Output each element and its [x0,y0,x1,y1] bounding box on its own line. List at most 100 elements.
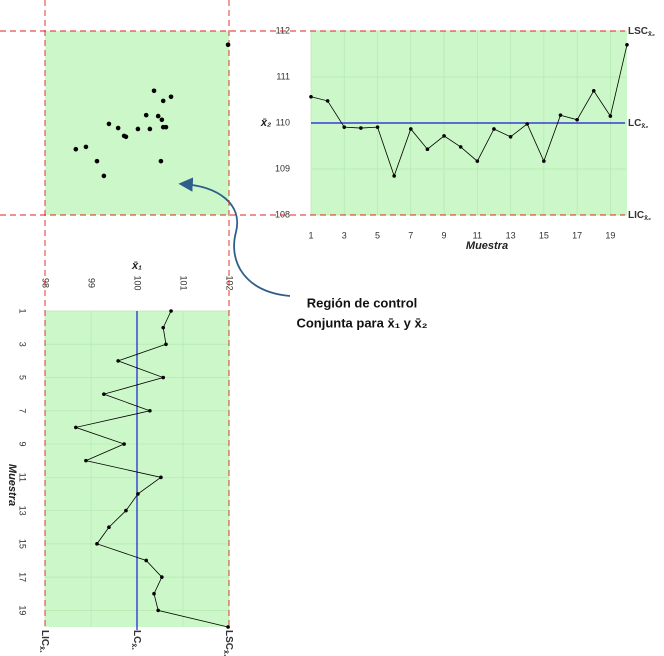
y-tick-label: 110 [276,117,290,127]
data-point [492,127,496,131]
scatter-point [83,144,89,150]
x-tick-label: 13 [18,506,28,516]
x-tick-label: 15 [539,230,549,240]
scatter-point [159,117,165,123]
data-line [310,44,628,178]
data-point [508,135,513,139]
control-label: LSCx̄₂ [628,26,655,38]
control-label-sub: x̄₂ [644,214,651,222]
data-point [164,342,168,347]
control-label-main: LSC [628,26,648,37]
data-point [542,159,546,163]
scatter-point [160,98,166,104]
control-label-sub: x̄₂ [648,30,655,38]
data-point [591,89,596,93]
x-tick-label: 11 [18,473,28,482]
x-tick-label: 7 [408,230,413,240]
x-tick-label: 7 [18,408,28,413]
control-label: LICx̄₁ [38,630,50,653]
data-point [375,125,380,129]
y-tick-label: 100 [133,275,143,290]
data-point [442,134,446,138]
x-tick-label: 17 [18,572,28,582]
x-tick-label: 19 [605,230,615,240]
y-tick-label: 102 [225,275,235,290]
data-point [425,147,430,152]
y-tick-label: 101 [179,275,189,290]
data-point [124,508,128,513]
x-tick-label: 9 [18,442,28,447]
control-label-main: LSC [223,630,234,650]
data-point [144,558,148,563]
data-point [152,591,156,596]
control-label: LCx̄₂ [628,118,648,130]
control-label-main: LIC [39,630,50,646]
data-point [475,159,480,163]
x-tick-label: 5 [375,230,380,240]
control-label: LICx̄₂ [628,210,651,222]
scatter-point [101,173,107,179]
y-axis-title: x̄₁ [131,260,142,272]
scatter-point [168,94,174,100]
data-point [95,542,99,546]
data-point [156,608,160,613]
data-point [116,359,120,363]
data-point [102,392,106,396]
x-tick-label: 13 [506,230,516,240]
control-label: LCx̄₁ [130,630,142,650]
x-axis-title: Muestra [6,464,18,506]
control-label: LSCx̄₁ [222,630,234,656]
scatter-point [115,125,121,131]
x-tick-label: 19 [18,605,28,615]
y-tick-label: 99 [87,278,97,288]
scatter-point [160,124,166,130]
data-point [161,375,166,380]
data-point [122,442,126,446]
scatter-point [158,158,164,164]
annotation-text: Conjunta para x̄₁ y x̄₂ [296,315,427,330]
control-label-sub: x̄₂ [641,122,648,130]
scatter-point [155,113,161,119]
data-point [159,475,163,480]
annotation-arrow [178,177,291,297]
x-tick-label: 9 [442,230,447,240]
control-label-main: LC [131,630,142,643]
scatter-point [123,134,129,140]
scatter-point [225,42,231,48]
scatter-point [151,88,157,94]
scatter-point [143,112,149,118]
data-line [74,310,229,628]
data-point [84,458,88,463]
scatter-point [73,146,79,152]
y-tick-label: 98 [41,278,51,288]
data-point [458,145,463,149]
data-point [107,525,111,530]
data-point [169,309,173,313]
data-point [226,625,230,629]
data-point [408,127,413,131]
x-tick-label: 17 [572,230,582,240]
y-tick-label: 108 [275,209,290,219]
plot-background [45,31,229,215]
y-tick-label: 109 [275,163,290,173]
data-point [392,174,396,178]
y-tick-label: 112 [276,25,290,35]
scatter-point [94,158,100,164]
data-point [558,113,563,117]
control-label-main: LIC [628,210,644,221]
data-point [309,94,313,99]
data-point [625,43,629,47]
x-tick-label: 3 [18,342,28,347]
data-point [136,492,140,496]
data-point [74,425,78,430]
control-label-sub: x̄₁ [38,646,46,653]
y-tick-label: 111 [276,71,290,81]
data-point [608,114,613,118]
data-point [325,99,330,103]
scatter-point [106,121,112,127]
scatter-point [135,126,141,132]
data-point [575,117,579,122]
x-tick-label: 15 [18,539,28,549]
x-tick-label: 5 [18,375,28,380]
